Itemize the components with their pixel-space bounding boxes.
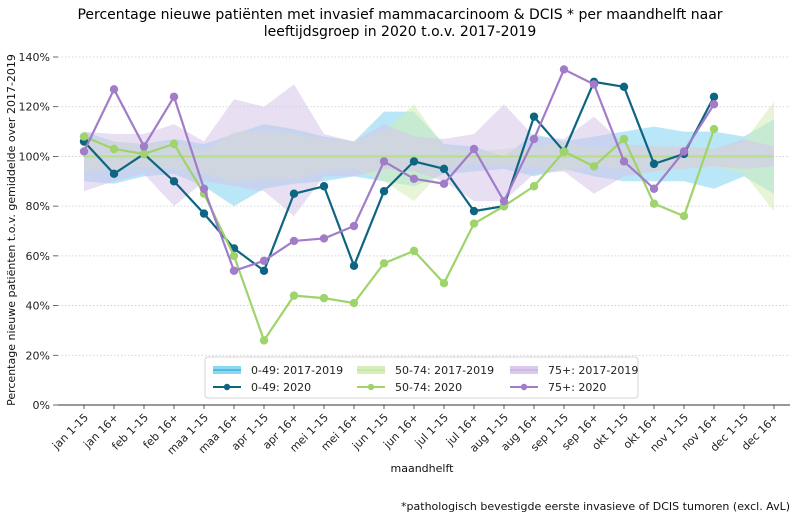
data-point-75-2020-17 [589, 80, 599, 89]
footnote: *pathologisch bevestigde eerste invasiev… [401, 500, 790, 513]
data-point-75-2020-12 [439, 179, 449, 188]
data-point-75-2020-11 [409, 174, 419, 183]
data-point-0-49-2020-19 [649, 159, 659, 169]
data-point-50-74-2020-2 [139, 149, 149, 159]
y-tick-label: 40% [26, 300, 50, 313]
data-point-50-74-2020-12 [439, 279, 449, 288]
data-point-50-74-2020-16 [559, 147, 569, 156]
series-75-2020 [79, 65, 719, 275]
series-line-50-74-2020 [83, 128, 716, 342]
data-point-0-49-2020-15 [529, 112, 539, 121]
data-point-50-74-2020-6 [259, 336, 269, 345]
data-point-0-49-2020-21 [709, 92, 719, 101]
data-point-75-2020-4 [199, 184, 209, 193]
chart-title-line-2: leeftijdsgroep in 2020 t.o.v. 2017-2019 [264, 24, 537, 40]
data-point-75-2020-15 [529, 134, 539, 144]
data-point-75-2020-19 [649, 184, 659, 193]
data-point-50-74-2020-9 [349, 298, 359, 308]
data-point-75-2020-8 [319, 234, 329, 243]
data-point-50-74-2020-7 [289, 291, 299, 300]
y-tick-label: 20% [26, 349, 50, 362]
legend-entry-75-2017-2019: 75+: 2017-2019 [510, 364, 638, 377]
data-point-50-74-2020-21 [709, 124, 719, 134]
data-point-75-2020-14 [499, 196, 509, 206]
legend-entry-0-49-2017-2019: 0-49: 2017-2019 [213, 364, 343, 377]
data-point-50-74-2020-20 [679, 211, 689, 221]
data-point-75-2020-3 [169, 92, 179, 101]
legend-swatch-marker [223, 383, 231, 391]
y-tick-label: 60% [26, 250, 50, 263]
y-axis-label: Percentage nieuwe patiënten t.o.v. gemid… [5, 54, 18, 406]
data-point-75-2020-9 [349, 221, 359, 231]
data-point-50-74-2020-19 [649, 199, 659, 208]
data-point-75-2020-2 [139, 142, 149, 151]
series-line-0-49-2020 [83, 80, 715, 272]
chart-title-line-1: Percentage nieuwe patiënten met invasief… [77, 7, 722, 23]
data-point-50-74-2020-8 [319, 293, 329, 303]
x-axis-label: maandhelft [391, 462, 455, 475]
legend-entry-0-49-2020: 0-49: 2020 [213, 381, 311, 394]
legend-swatch-marker [520, 383, 528, 391]
legend-label: 0-49: 2020 [251, 381, 311, 394]
legend: 0-49: 2017-2019 50-74: 2017-2019 75+: 2017… [204, 356, 639, 399]
data-point-50-74-2020-15 [529, 182, 539, 191]
legend-label: 75+: 2017-2019 [548, 364, 638, 377]
y-tick-label: 120% [19, 101, 50, 114]
data-point-0-49-2020-3 [169, 177, 179, 186]
data-point-50-74-2020-18 [619, 134, 629, 144]
y-axis: 0% 20% 40% 60% 80% 100% 120% 140% [19, 51, 58, 412]
data-point-50-74-2020-1 [109, 144, 119, 154]
data-point-75-2020-13 [469, 144, 479, 154]
data-point-75-2020-5 [229, 266, 239, 275]
legend-entry-50-74-2020: 50-74: 2020 [357, 381, 462, 394]
data-point-50-74-2020-3 [169, 139, 179, 149]
data-point-0-49-2020-13 [469, 206, 479, 216]
data-point-0-49-2020-9 [349, 261, 359, 270]
data-point-50-74-2020-5 [229, 251, 239, 261]
band-75-2017-2019 [84, 84, 774, 217]
series-50-74-2020 [79, 124, 719, 345]
y-tick-label: 140% [19, 51, 50, 64]
legend-entry-50-74-2017-2019: 50-74: 2017-2019 [357, 364, 494, 377]
data-point-75-2020-0 [79, 147, 89, 156]
legend-label: 50-74: 2020 [395, 381, 462, 394]
data-point-50-74-2020-11 [409, 246, 419, 256]
legend-swatch-marker [367, 383, 375, 391]
legend-label: 50-74: 2017-2019 [395, 364, 494, 377]
data-point-50-74-2020-17 [589, 162, 599, 171]
data-point-0-49-2020-7 [289, 189, 299, 198]
data-point-0-49-2020-12 [439, 164, 449, 174]
data-point-0-49-2020-1 [109, 169, 119, 179]
data-point-75-2020-10 [379, 157, 389, 166]
legend-label: 0-49: 2017-2019 [251, 364, 343, 377]
y-tick-label: 100% [19, 150, 50, 163]
data-point-0-49-2020-4 [199, 209, 209, 218]
series-lines [79, 65, 719, 345]
data-point-50-74-2020-0 [79, 132, 89, 141]
data-point-75-2020-1 [109, 85, 119, 94]
data-point-75-2020-21 [709, 100, 719, 109]
data-point-75-2020-20 [679, 147, 689, 156]
legend-entry-75-2020: 75+: 2020 [510, 381, 606, 394]
data-point-0-49-2020-10 [379, 187, 389, 196]
data-point-0-49-2020-8 [319, 182, 329, 191]
data-point-0-49-2020-18 [619, 82, 629, 92]
data-point-50-74-2020-10 [379, 259, 389, 268]
y-tick-label: 0% [33, 399, 50, 412]
y-tick-label: 80% [26, 200, 50, 213]
data-point-75-2020-16 [559, 65, 569, 74]
gridlines [58, 56, 790, 356]
data-point-0-49-2020-6 [259, 266, 269, 275]
data-point-50-74-2020-13 [469, 219, 479, 228]
data-point-75-2020-6 [259, 256, 269, 266]
data-point-0-49-2020-11 [409, 157, 419, 166]
data-point-75-2020-18 [619, 157, 629, 166]
legend-label: 75+: 2020 [548, 381, 606, 394]
series-line-75-2020 [83, 68, 715, 272]
data-point-75-2020-7 [289, 236, 299, 246]
